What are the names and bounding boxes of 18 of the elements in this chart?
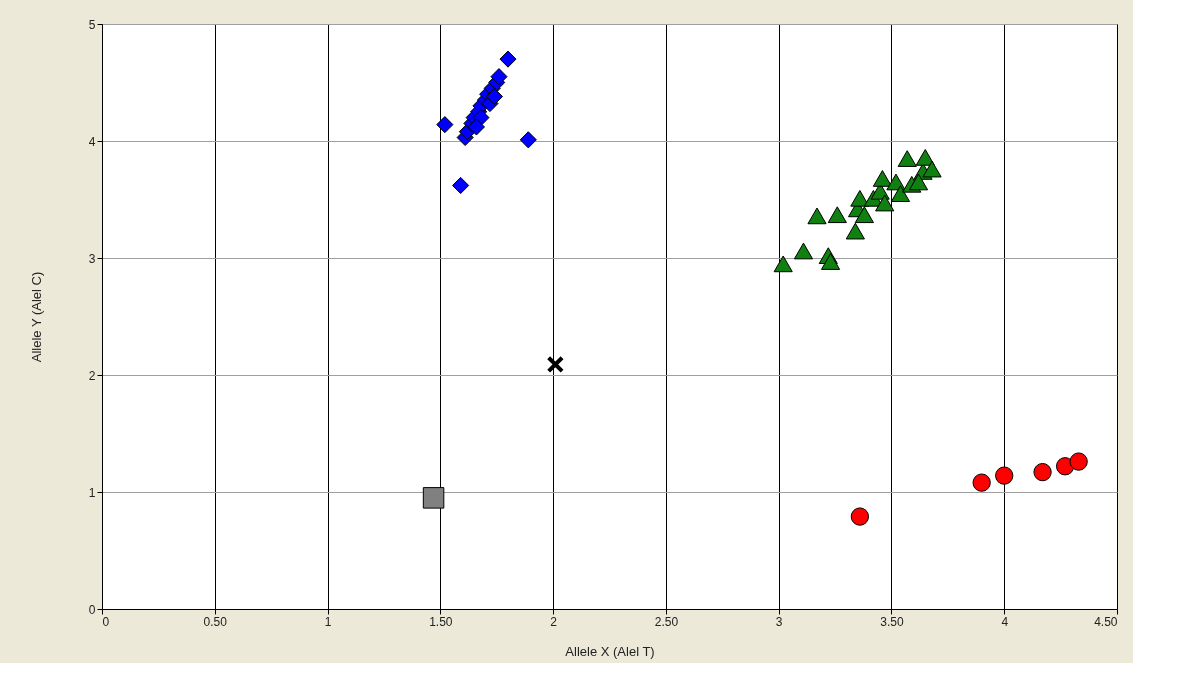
x-tick-label: 0.50 bbox=[203, 614, 228, 629]
y-axis-title: Allele Y (Alel C) bbox=[28, 271, 44, 363]
x-tick-label: 4.50 bbox=[1094, 614, 1118, 629]
x-axis-title: Allele X (Alel T) bbox=[565, 643, 655, 659]
x-tick-label: 1.50 bbox=[429, 614, 453, 629]
y-tick-label: 2 bbox=[88, 368, 96, 383]
x-tick-label: 2 bbox=[550, 614, 558, 629]
x-tick-label: 1 bbox=[324, 614, 332, 629]
x-tick-label: 3.50 bbox=[880, 614, 904, 629]
y-tick-label: 5 bbox=[88, 17, 96, 32]
y-tick-label: 1 bbox=[88, 485, 96, 500]
x-tick-label: 0 bbox=[102, 614, 110, 629]
x-tick-label: 3 bbox=[775, 614, 783, 629]
y-tick-label: 3 bbox=[88, 251, 96, 266]
y-tick-label: 0 bbox=[88, 602, 96, 617]
y-tick-label: 4 bbox=[88, 134, 96, 149]
x-tick-label: 4 bbox=[1001, 614, 1009, 629]
x-tick-label: 2.50 bbox=[654, 614, 679, 629]
